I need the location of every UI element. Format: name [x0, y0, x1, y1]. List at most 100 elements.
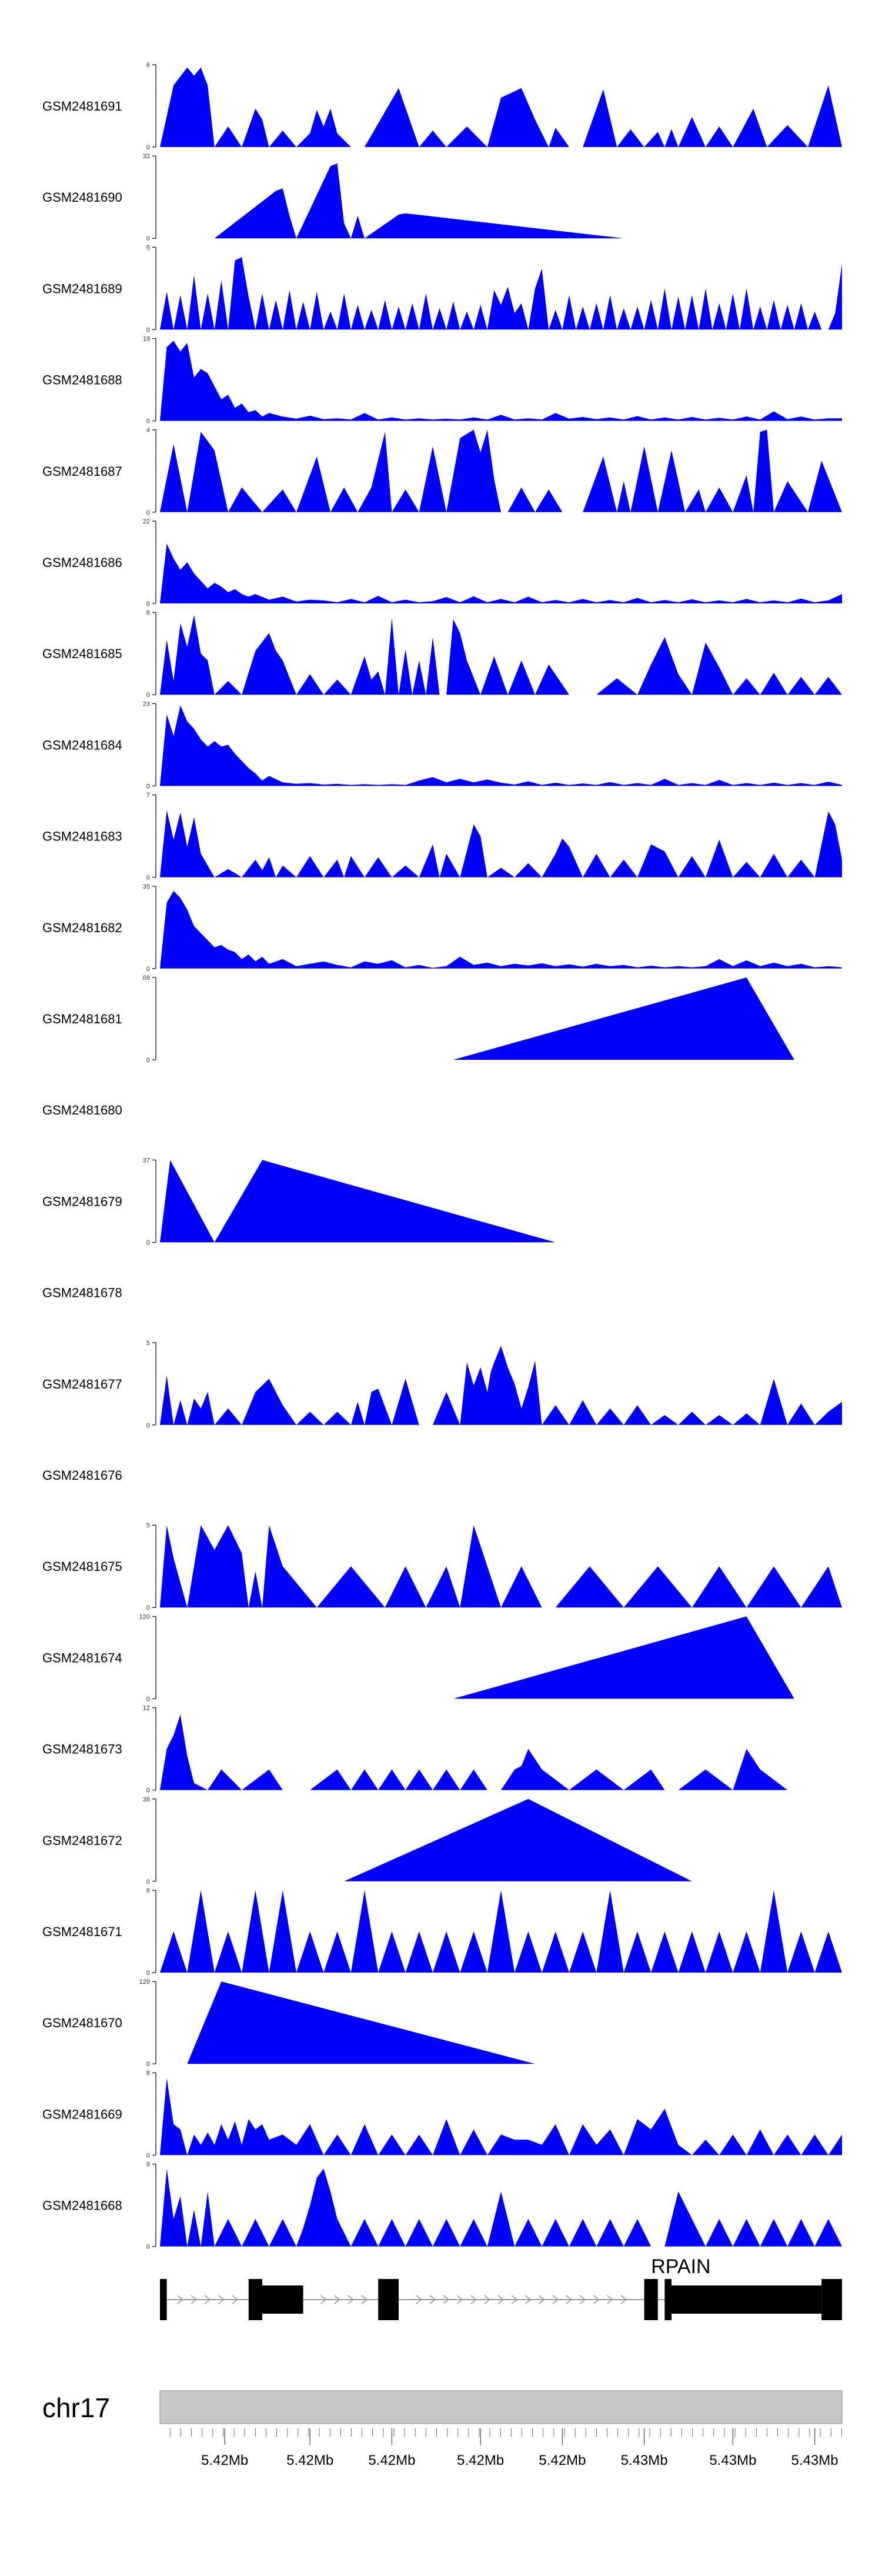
- track-ymin-label-GSM2481677: 0: [146, 1422, 150, 1429]
- gene-strand-arrow-0: [177, 2295, 184, 2304]
- track-ymax-label-GSM2481675: 5: [146, 1522, 150, 1529]
- coverage-area-GSM2481669: [160, 2078, 842, 2155]
- track-ymax-label-GSM2481683: 7: [146, 792, 150, 799]
- coverage-area-GSM2481668: [160, 2168, 842, 2247]
- track-ymin-label-GSM2481687: 0: [146, 509, 150, 516]
- track-label-GSM2481677: GSM2481677: [42, 1377, 122, 1392]
- track-ymin-label-GSM2481682: 0: [146, 966, 150, 973]
- track-label-GSM2481683: GSM2481683: [42, 829, 122, 844]
- track-label-GSM2481679: GSM2481679: [42, 1194, 122, 1209]
- coverage-area-GSM2481672: [344, 1798, 692, 1881]
- track-label-GSM2481668: GSM2481668: [42, 2198, 122, 2213]
- gene-strand-arrow-23: [607, 2295, 613, 2304]
- gene-name-label: RPAIN: [651, 2255, 710, 2278]
- coverage-area-GSM2481677: [160, 1346, 842, 1425]
- gene-strand-arrow-10: [429, 2295, 436, 2304]
- axis-tick-label-3: 5.42Mb: [457, 2452, 504, 2468]
- coverage-area-GSM2481685: [160, 615, 842, 695]
- track-label-GSM2481680: GSM2481680: [42, 1103, 122, 1117]
- gene-strand-arrow-6: [334, 2295, 340, 2304]
- track-ymin-label-GSM2481673: 0: [146, 1787, 150, 1794]
- gene-strand-arrow-15: [497, 2295, 505, 2304]
- track-ymin-label-GSM2481685: 0: [146, 692, 150, 699]
- coverage-area-GSM2481684: [160, 705, 842, 786]
- track-ymin-label-GSM2481674: 0: [146, 1696, 150, 1703]
- gene-strand-arrow-9: [416, 2295, 423, 2304]
- track-ymax-label-GSM2481669: 8: [146, 2070, 150, 2077]
- gene-strand-arrow-4: [232, 2295, 238, 2304]
- gene-strand-arrow-8: [361, 2295, 368, 2304]
- chromosome-bar: [159, 2390, 843, 2424]
- coverage-area-GSM2481683: [160, 810, 842, 877]
- gene-strand-arrow-1: [191, 2295, 198, 2304]
- track-label-GSM2481691: GSM2481691: [42, 99, 122, 114]
- coverage-area-GSM2481691: [160, 67, 842, 147]
- track-label-GSM2481682: GSM2481682: [42, 920, 122, 935]
- axis-tick-label-2: 5.42Mb: [368, 2452, 415, 2468]
- coverage-area-GSM2481688: [160, 341, 842, 421]
- track-label-GSM2481681: GSM2481681: [42, 1012, 122, 1026]
- coverage-area-GSM2481689: [160, 257, 842, 330]
- coverage-area-GSM2481679: [160, 1160, 556, 1243]
- track-ymax-label-GSM2481682: 35: [143, 883, 150, 890]
- coverage-area-GSM2481686: [160, 543, 842, 603]
- track-label-GSM2481684: GSM2481684: [42, 738, 122, 752]
- track-ymax-label-GSM2481668: 9: [146, 2161, 150, 2168]
- track-label-GSM2481675: GSM2481675: [42, 1559, 122, 1574]
- track-ymin-label-GSM2481668: 0: [146, 2244, 150, 2251]
- coverage-area-GSM2481690: [214, 163, 624, 239]
- axis-tick-label-4: 5.42Mb: [539, 2452, 586, 2468]
- track-label-GSM2481690: GSM2481690: [42, 190, 122, 205]
- track-ymin-label-GSM2481669: 0: [146, 2152, 150, 2159]
- gene-exon-1: [248, 2279, 262, 2320]
- track-ymax-label-GSM2481686: 22: [143, 518, 150, 525]
- coverage-area-GSM2481675: [160, 1525, 842, 1608]
- axis-tick-label-1: 5.42Mb: [286, 2452, 333, 2468]
- track-ymin-label-GSM2481670: 0: [146, 2061, 150, 2068]
- track-ymin-label-GSM2481671: 0: [146, 1970, 150, 1977]
- axis-tick-label-7: 5.43Mb: [791, 2452, 838, 2468]
- gene-strand-arrow-11: [443, 2295, 450, 2304]
- track-ymax-label-GSM2481679: 37: [143, 1157, 150, 1164]
- track-ymax-label-GSM2481673: 12: [143, 1705, 150, 1712]
- track-ymax-label-GSM2481691: 6: [146, 62, 150, 69]
- gene-exon-7: [821, 2279, 842, 2320]
- gene-strand-arrow-18: [539, 2295, 545, 2304]
- axis-tick-label-0: 5.42Mb: [201, 2452, 248, 2468]
- axis-tick-label-5: 5.43Mb: [621, 2452, 668, 2468]
- track-ymin-label-GSM2481672: 0: [146, 1878, 150, 1886]
- gene-strand-arrow-2: [204, 2295, 211, 2304]
- track-ymax-label-GSM2481672: 38: [143, 1796, 150, 1803]
- track-ymin-label-GSM2481683: 0: [146, 875, 150, 882]
- gene-exon-5: [664, 2279, 671, 2320]
- track-ymin-label-GSM2481688: 0: [146, 418, 150, 425]
- gene-strand-arrow-20: [566, 2295, 573, 2304]
- track-label-GSM2481689: GSM2481689: [42, 281, 122, 296]
- track-ymax-label-GSM2481671: 6: [146, 1887, 150, 1894]
- track-label-GSM2481686: GSM2481686: [42, 555, 122, 570]
- gene-strand-arrow-7: [348, 2295, 355, 2304]
- track-ymin-label-GSM2481686: 0: [146, 600, 150, 608]
- track-ymin-label-GSM2481675: 0: [146, 1604, 150, 1611]
- gene-strand-arrow-16: [511, 2295, 518, 2304]
- gene-strand-arrow-17: [524, 2295, 532, 2304]
- track-ymax-label-GSM2481677: 5: [146, 1340, 150, 1347]
- track-ymin-label-GSM2481690: 0: [146, 235, 150, 242]
- track-ymax-label-GSM2481688: 19: [143, 336, 150, 343]
- chromosome-label: chr17: [42, 2393, 110, 2423]
- track-ymin-label-GSM2481684: 0: [146, 783, 150, 790]
- track-label-GSM2481672: GSM2481672: [42, 1833, 122, 1848]
- gene-strand-arrow-14: [484, 2295, 491, 2304]
- coverage-area-GSM2481687: [160, 429, 842, 512]
- track-label-GSM2481674: GSM2481674: [42, 1650, 122, 1665]
- gene-strand-arrow-24: [620, 2295, 627, 2304]
- coverage-area-GSM2481673: [160, 1714, 815, 1790]
- gene-exon-0: [160, 2279, 167, 2320]
- gene-strand-arrow-3: [218, 2295, 225, 2304]
- gene-exon-2: [262, 2285, 303, 2314]
- track-label-GSM2481669: GSM2481669: [42, 2107, 122, 2121]
- gene-strand-arrow-5: [320, 2295, 327, 2304]
- coverage-area-GSM2481681: [453, 977, 794, 1060]
